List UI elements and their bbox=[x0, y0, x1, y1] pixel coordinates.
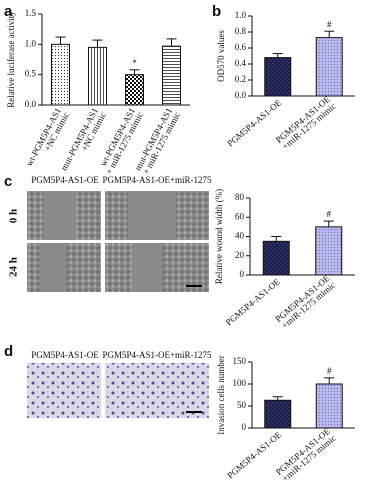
image-column-label: PGM5P4-AS1-OE bbox=[31, 175, 99, 185]
bar-pattern bbox=[51, 44, 70, 105]
y-tick-label: 0 bbox=[242, 422, 247, 432]
y-axis-label: Invasion cells number bbox=[216, 355, 226, 434]
bar-pattern bbox=[263, 241, 290, 275]
panel-label: a bbox=[4, 3, 13, 20]
y-tick-label: 0.0 bbox=[25, 99, 37, 109]
y-tick-label: 60 bbox=[235, 211, 245, 221]
significance-mark: # bbox=[327, 209, 332, 219]
y-axis-label: Relative wound width (%) bbox=[214, 189, 224, 284]
bar-pattern bbox=[264, 400, 291, 428]
y-tick-label: 0 bbox=[240, 269, 245, 279]
y-tick-label: 0.4 bbox=[235, 58, 247, 68]
y-tick-label: 100 bbox=[233, 378, 247, 388]
y-tick-label: 0.2 bbox=[235, 74, 246, 84]
y-tick-label: 20 bbox=[235, 250, 245, 260]
bar-pattern bbox=[125, 74, 144, 105]
y-tick-label: 1.0 bbox=[235, 10, 247, 20]
y-tick-label: 1.5 bbox=[25, 8, 37, 18]
bar-pattern bbox=[315, 226, 342, 275]
wound-images bbox=[27, 191, 209, 292]
image-row-label: 0 h bbox=[8, 209, 20, 223]
significance-mark: # bbox=[327, 366, 332, 376]
y-tick-label: 40 bbox=[235, 231, 245, 241]
y-tick-label: 0.8 bbox=[235, 26, 247, 36]
image-row-label: 24 h bbox=[8, 257, 20, 277]
x-tick-label: PGM5P4-AS1-OE bbox=[224, 276, 283, 327]
y-tick-label: 50 bbox=[237, 400, 247, 410]
x-tick-label: PGM5P4-AS1-OE bbox=[225, 97, 284, 148]
y-tick-label: 1.0 bbox=[25, 38, 37, 48]
image-column-label: PGM5P4-AS1-OE+miR-1275 bbox=[102, 350, 212, 360]
y-tick-label: 0.6 bbox=[235, 42, 247, 52]
panel-label: c bbox=[4, 173, 12, 190]
y-axis-label: OD570 values bbox=[216, 30, 226, 82]
bar-pattern bbox=[88, 47, 107, 105]
bar-pattern bbox=[316, 37, 343, 96]
panel-label: b bbox=[212, 3, 221, 20]
significance-mark: # bbox=[327, 19, 332, 29]
invasion-images bbox=[27, 363, 209, 418]
y-tick-label: 0.0 bbox=[235, 90, 247, 100]
image-column-label: PGM5P4-AS1-OE bbox=[31, 350, 99, 360]
y-tick-label: 150 bbox=[233, 356, 247, 366]
y-tick-label: 80 bbox=[235, 192, 245, 202]
y-tick-label: 0.5 bbox=[25, 69, 37, 79]
x-tick-label: PGM5P4-AS1-OE bbox=[225, 429, 284, 480]
significance-mark: * bbox=[132, 58, 137, 68]
bar-pattern bbox=[264, 57, 291, 96]
image-column-label: PGM5P4-AS1-OE+miR-1275 bbox=[102, 175, 212, 185]
bar-pattern bbox=[316, 384, 343, 428]
y-axis-label: Relative luciferase activity bbox=[6, 11, 16, 108]
bar-pattern bbox=[162, 46, 181, 105]
panel-label: d bbox=[4, 343, 13, 360]
